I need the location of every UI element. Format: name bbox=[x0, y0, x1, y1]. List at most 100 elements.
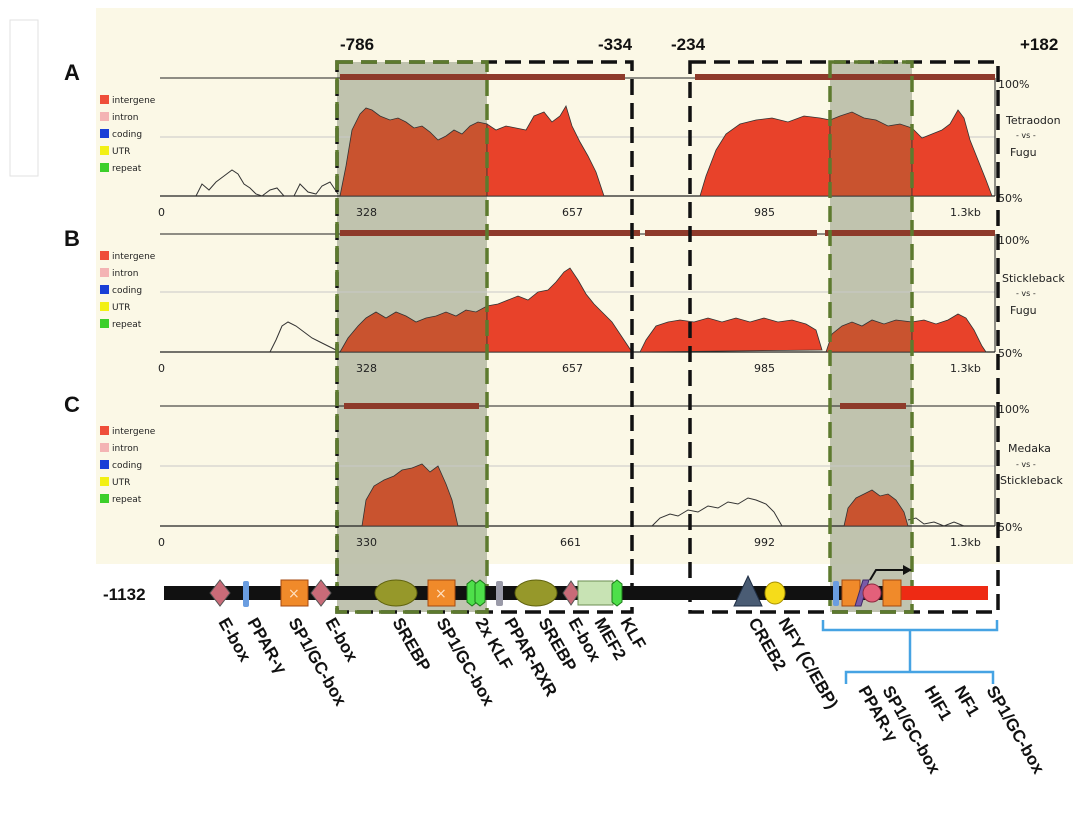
legend-label: UTR bbox=[112, 478, 130, 488]
legend-swatch-coding bbox=[100, 460, 109, 469]
left-blank-box bbox=[9, 19, 39, 177]
conservation-peak bbox=[339, 107, 488, 197]
y-top-label: 100% bbox=[998, 403, 1029, 416]
coordinate-label-3: -234 bbox=[671, 35, 706, 54]
tick-label: 1.3kb bbox=[950, 536, 981, 549]
panel-b: B 100% 50% Stickleback - vs - Fugu 0 328… bbox=[64, 226, 1065, 375]
sp1-gc-box bbox=[280, 579, 309, 607]
tick-label: 328 bbox=[356, 362, 377, 375]
legend-swatch-intron bbox=[100, 443, 109, 452]
nfy-ellipse bbox=[764, 581, 786, 605]
comparison-species-2: Fugu bbox=[1010, 304, 1037, 317]
nf1-circle bbox=[862, 583, 882, 603]
srebp-ellipse bbox=[514, 579, 558, 607]
legend-swatch-intron bbox=[100, 112, 109, 121]
conserved-bar bbox=[344, 403, 479, 409]
tick-label: 1.3kb bbox=[950, 362, 981, 375]
legend-swatch-repeat bbox=[100, 163, 109, 172]
transcription-start-arrow bbox=[869, 569, 903, 581]
legend: intergene intron coding UTR repeat bbox=[100, 426, 156, 505]
identity-trace bbox=[269, 321, 337, 353]
klf-hexagon bbox=[474, 579, 486, 607]
conservation-peak bbox=[843, 489, 909, 527]
legend-label: repeat bbox=[112, 495, 142, 505]
klf-hexagon bbox=[611, 579, 623, 607]
conserved-bar bbox=[340, 74, 625, 80]
tick-label: 657 bbox=[562, 362, 583, 375]
conserved-bar bbox=[645, 230, 817, 236]
legend-swatch-coding bbox=[100, 129, 109, 138]
tick-label: 1.3kb bbox=[950, 206, 981, 219]
y-top-label: 100% bbox=[998, 78, 1029, 91]
comparison-vs: - vs - bbox=[1016, 131, 1036, 140]
conservation-peak bbox=[361, 463, 459, 527]
panel-letter: B bbox=[64, 226, 80, 251]
sp1-gc-box bbox=[882, 579, 902, 607]
conservation-peak bbox=[486, 267, 633, 353]
conservation-peak bbox=[639, 317, 823, 353]
panel-a: A 100% 50% Tetraodon - vs - Fugu 0 328 6… bbox=[64, 60, 1061, 219]
comparison-vs: - vs - bbox=[1016, 289, 1036, 298]
sp1-gc-box bbox=[427, 579, 456, 607]
y-bottom-label: 50% bbox=[998, 521, 1022, 534]
coordinate-label-1: -786 bbox=[340, 35, 374, 54]
comparison-vs: - vs - bbox=[1016, 460, 1036, 469]
tick-label: 330 bbox=[356, 536, 377, 549]
legend-swatch-utr bbox=[100, 302, 109, 311]
legend-swatch-utr bbox=[100, 146, 109, 155]
comparison-species-1: Tetraodon bbox=[1005, 114, 1061, 127]
legend-label: intron bbox=[112, 113, 138, 123]
ppar-gamma-bar bbox=[243, 581, 249, 607]
coordinate-label-4: +182 bbox=[1020, 35, 1058, 54]
legend-label: UTR bbox=[112, 303, 130, 313]
legend-swatch-repeat bbox=[100, 494, 109, 503]
legend-swatch-intergene bbox=[100, 426, 109, 435]
conserved-bar bbox=[840, 403, 906, 409]
legend-swatch-intron bbox=[100, 268, 109, 277]
conservation-peak bbox=[911, 313, 987, 353]
y-top-label: 100% bbox=[998, 234, 1029, 247]
comparison-species-2: Stickleback bbox=[1000, 474, 1063, 487]
creb2-triangle bbox=[733, 574, 763, 607]
legend-label: intron bbox=[112, 269, 138, 279]
identity-trace bbox=[651, 497, 783, 527]
y-bottom-label: 50% bbox=[998, 192, 1022, 205]
legend-label: intergene bbox=[112, 427, 156, 437]
e-box-diamond bbox=[209, 579, 231, 607]
legend-label: intergene bbox=[112, 252, 156, 262]
legend-label: coding bbox=[112, 461, 142, 471]
panel-c: C 100% 50% Medaka - vs - Stickleback 0 3… bbox=[64, 392, 1063, 549]
legend-swatch-intergene bbox=[100, 95, 109, 104]
gene-exon bbox=[892, 586, 988, 600]
e-box-diamond bbox=[310, 579, 332, 607]
tick-label: 328 bbox=[356, 206, 377, 219]
panel-letter: A bbox=[64, 60, 80, 85]
conserved-bar bbox=[340, 230, 640, 236]
panel-letter: C bbox=[64, 392, 80, 417]
legend: intergene intron coding UTR repeat bbox=[100, 95, 156, 174]
identity-trace bbox=[195, 169, 339, 197]
promoter-map: -1132 × × bbox=[103, 565, 999, 684]
legend-swatch-utr bbox=[100, 477, 109, 486]
conservation-peak bbox=[829, 111, 913, 197]
sp1-gc-box-cross: × bbox=[288, 586, 300, 602]
comparison-species-1: Stickleback bbox=[1002, 272, 1065, 285]
srebp-ellipse bbox=[374, 579, 418, 607]
legend-label: intergene bbox=[112, 96, 156, 106]
conservation-peak bbox=[486, 105, 605, 197]
ppar-rxr-bar bbox=[496, 581, 503, 606]
tick-label: 0 bbox=[158, 536, 165, 549]
tick-label: 0 bbox=[158, 206, 165, 219]
dashed-box-green-left bbox=[335, 60, 489, 614]
conservation-peak bbox=[339, 305, 488, 353]
y-bottom-label: 50% bbox=[998, 347, 1022, 360]
identity-trace bbox=[907, 517, 965, 527]
conserved-bar bbox=[825, 230, 995, 236]
e-box-diamond bbox=[562, 580, 580, 606]
conserved-bar bbox=[695, 74, 995, 80]
legend-label: intron bbox=[112, 444, 138, 454]
legend-label: repeat bbox=[112, 164, 142, 174]
tick-label: 0 bbox=[158, 362, 165, 375]
comparison-species-2: Fugu bbox=[1010, 146, 1037, 159]
